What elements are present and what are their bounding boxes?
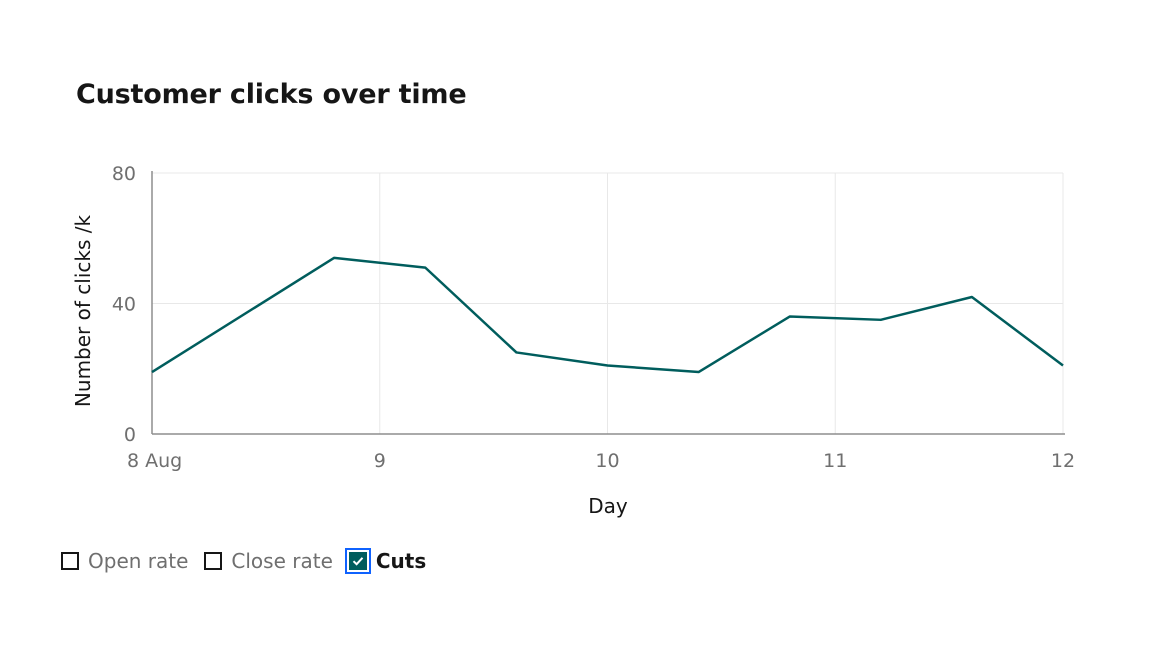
y-tick-label: 80: [112, 163, 136, 185]
legend-label-open-rate: Open rate: [88, 549, 189, 573]
y-axis-title: Number of clicks /k: [71, 215, 95, 408]
legend-item-close-rate[interactable]: Close rate: [204, 549, 333, 573]
x-axis-title: Day: [588, 494, 628, 518]
x-tick-label: 10: [595, 450, 619, 472]
legend-label-close-rate: Close rate: [231, 549, 333, 573]
x-tick-label: 12: [1051, 450, 1075, 472]
grid: [151, 172, 1064, 434]
checkbox-cuts[interactable]: [344, 548, 371, 574]
legend-item-open-rate[interactable]: Open rate: [61, 549, 188, 573]
chart-title: Customer clicks over time: [76, 79, 467, 110]
checkbox-open-rate[interactable]: [61, 552, 79, 570]
y-tick-label: 40: [112, 294, 136, 316]
series-line-cuts: [151, 256, 1064, 374]
checkmark-icon: [352, 557, 364, 566]
tick-labels: 8 Aug 9 10 11 12 0 40 80: [112, 163, 1075, 472]
legend-label-cuts: Cuts: [375, 549, 427, 573]
checkbox-close-rate[interactable]: [204, 552, 223, 570]
line-chart: 8 Aug 9 10 11 12 0 40 80 Day Number of clicks /…: [71, 163, 1075, 518]
x-tick-label: 8 Aug: [127, 450, 182, 472]
y-tick-label: 0: [124, 424, 136, 446]
axes: [151, 171, 1065, 435]
x-tick-label: 9: [374, 450, 386, 472]
x-tick-label: 11: [823, 450, 847, 472]
legend-item-cuts[interactable]: Cuts: [344, 548, 427, 574]
legend: Open rate Close rate Cuts: [61, 546, 442, 576]
series-layer: [151, 256, 1064, 374]
